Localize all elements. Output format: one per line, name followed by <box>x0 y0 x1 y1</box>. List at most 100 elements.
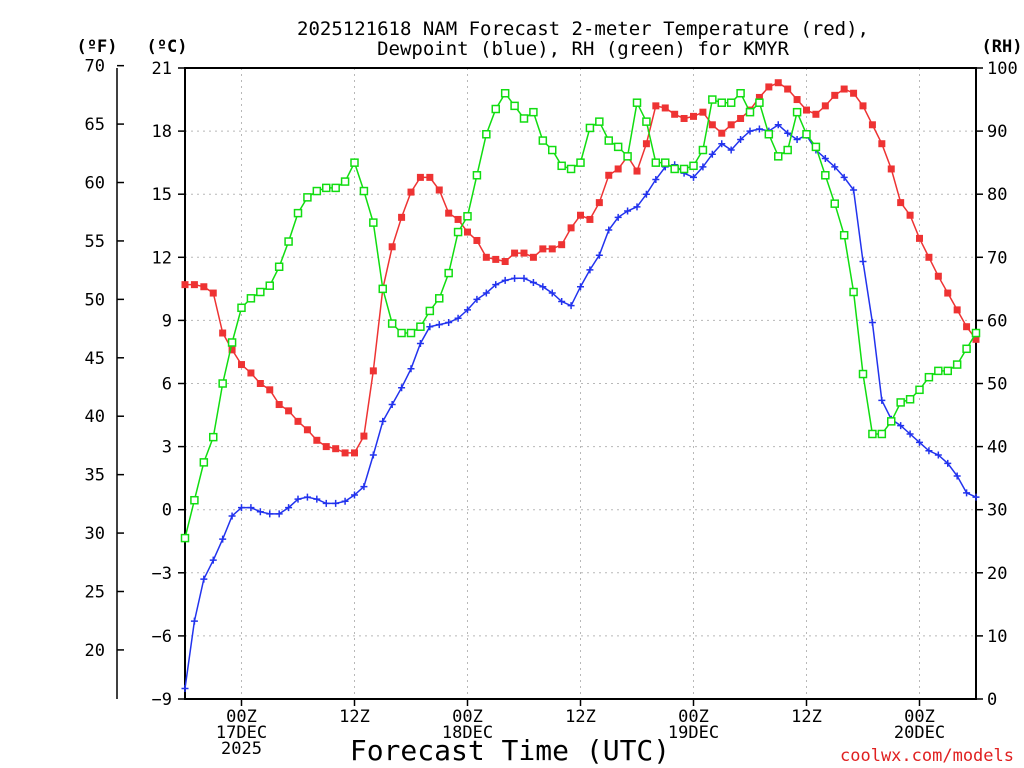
rh-point <box>237 303 246 313</box>
rh-point <box>971 328 981 338</box>
celsius-axis: −9 −6 −3 0 3 6 9 12 15 18 21 <box>152 59 185 710</box>
temperature-point <box>803 106 810 114</box>
temperature-point <box>567 224 575 232</box>
rh-point <box>256 287 265 297</box>
fahrenheit-tick-label: 50 <box>85 290 105 310</box>
time-tick-label: 00Z <box>678 707 709 727</box>
dewpoint-point <box>379 417 387 425</box>
dewpoint-point <box>332 499 340 507</box>
rh-point <box>726 98 736 107</box>
rh-tick-label: 60 <box>987 311 1007 331</box>
rh-point <box>425 306 435 316</box>
celsius-tick-label: −3 <box>152 564 172 584</box>
rh-point <box>943 366 952 376</box>
rh-axis: 0 10 20 30 40 50 60 70 80 90 100 <box>976 59 1018 710</box>
temperature-point <box>916 234 923 242</box>
dewpoint-point <box>473 295 481 303</box>
dewpoint-point <box>821 154 829 162</box>
temperature-point <box>558 241 566 249</box>
fahrenheit-tick-label: 25 <box>85 582 105 602</box>
temperature-point <box>294 417 302 425</box>
fahrenheit-tick-label: 40 <box>85 407 105 427</box>
dewpoint-point <box>774 121 782 129</box>
dewpoint-point <box>492 281 500 289</box>
temperature-point <box>285 407 293 415</box>
dewpoint-point <box>454 314 462 322</box>
temperature-point <box>887 165 895 173</box>
celsius-tick-label: 9 <box>162 311 172 331</box>
dewpoint-point <box>294 495 302 503</box>
rh-point <box>548 145 557 155</box>
temperature-point <box>388 243 396 251</box>
celsius-tick-label: 0 <box>162 501 172 521</box>
temperature-point <box>398 213 406 221</box>
rh-point <box>472 171 482 180</box>
dewpoint-point <box>548 289 556 297</box>
temperature-point <box>256 380 264 387</box>
temperature-point <box>821 102 829 110</box>
fahrenheit-tick-label: 35 <box>85 466 105 486</box>
fahrenheit-tick-label: 45 <box>85 349 105 369</box>
rh-point <box>369 218 378 227</box>
dewpoint-point <box>228 512 236 520</box>
dewpoint-point <box>878 396 886 404</box>
rh-point <box>274 262 284 272</box>
temperature-point <box>963 323 971 331</box>
temperature-point <box>435 186 443 194</box>
temperature-point <box>586 215 594 223</box>
temperature-point <box>793 96 801 104</box>
time-tick-label: 12Z <box>339 707 370 727</box>
dewpoint-point <box>407 365 415 373</box>
celsius-tick-label: 15 <box>152 185 172 205</box>
dewpoint-point <box>341 497 349 505</box>
rh-point <box>849 287 858 297</box>
time-tick-label: 2025 <box>221 739 262 759</box>
dewpoint-point <box>529 279 537 287</box>
time-tick-label: 19DEC <box>668 723 719 743</box>
temperature-point <box>322 443 330 451</box>
temperature-point <box>680 114 688 122</box>
rh-point <box>632 98 642 107</box>
dewpoint-point <box>426 323 434 331</box>
celsius-tick-label: −9 <box>152 690 172 710</box>
rh-point <box>322 183 331 193</box>
dewpoint-point <box>850 186 858 194</box>
dewpoint-point <box>567 302 575 310</box>
rh-tick-label: 90 <box>987 122 1007 142</box>
temperature-point <box>595 199 603 207</box>
temperature-point <box>341 449 349 457</box>
temperature-point <box>426 173 434 181</box>
dewpoint-point <box>398 384 406 392</box>
rh-point <box>303 193 312 202</box>
relative-humidity-series <box>180 88 981 543</box>
rh-point <box>905 395 915 404</box>
rh-point <box>199 458 209 467</box>
dewpoint-point <box>313 495 321 503</box>
rh-point <box>934 366 943 376</box>
rh-point <box>491 104 500 114</box>
fahrenheit-tick-label: 65 <box>85 115 105 135</box>
rh-point <box>745 107 755 117</box>
temperature-point <box>727 121 735 129</box>
time-tick-label: 17DEC <box>216 723 267 743</box>
temperature-point <box>690 112 697 120</box>
temperature-point <box>812 110 820 118</box>
dewpoint-point <box>539 283 547 291</box>
rh-point <box>576 158 585 167</box>
rh-tick-label: 0 <box>987 690 997 710</box>
rh-point <box>962 344 971 354</box>
temperature-point <box>445 209 453 217</box>
dewpoint-point <box>285 504 293 512</box>
chart-title-line-1: 2025121618 NAM Forecast 2-meter Temperat… <box>297 18 869 40</box>
dewpoint-point <box>238 504 245 512</box>
temperature-point <box>492 255 500 263</box>
dewpoint-point <box>972 493 980 501</box>
rh-point <box>331 183 340 193</box>
rh-unit-label: (RH) <box>982 37 1023 57</box>
temperature-point <box>209 289 217 297</box>
rh-tick-label: 40 <box>987 438 1007 458</box>
temperature-point <box>944 289 952 297</box>
dewpoint-point <box>219 535 227 543</box>
fahrenheit-unit-label: (ºF) <box>77 37 118 57</box>
